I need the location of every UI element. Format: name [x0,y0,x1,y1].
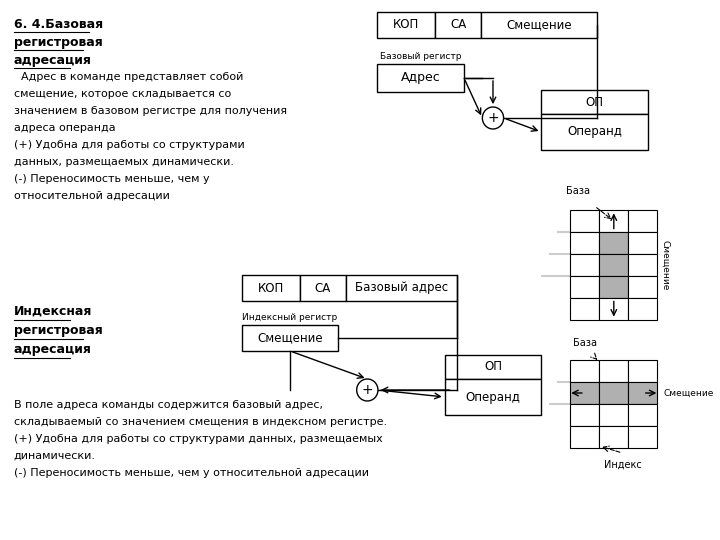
Bar [377,64,464,92]
Text: Индексная: Индексная [14,305,92,318]
Text: КОП: КОП [258,281,284,294]
Bar [570,210,599,232]
Bar [445,355,541,379]
Text: регистровая: регистровая [14,36,102,49]
Bar [570,404,599,426]
Circle shape [482,107,503,129]
Bar [629,360,657,382]
Text: Смещение: Смещение [507,18,572,31]
Bar [570,254,599,276]
Text: База: База [573,338,598,348]
Bar [445,379,541,415]
Text: Базовый адрес: Базовый адрес [355,281,448,294]
Bar [599,360,629,382]
Text: значением в базовом регистре для получения: значением в базовом регистре для получен… [14,106,287,116]
Bar [435,12,482,38]
Bar [629,276,657,298]
Bar [629,232,657,254]
Bar [570,276,599,298]
Bar [346,275,457,301]
Text: регистровая: регистровая [14,324,102,337]
Bar [570,232,599,254]
Bar [629,426,657,448]
Text: адреса операнда: адреса операнда [14,123,115,133]
Bar [599,254,629,276]
Text: Индекс: Индекс [603,460,642,470]
Bar [599,232,629,254]
Bar [570,360,599,382]
Bar [242,275,300,301]
Bar [599,298,629,320]
Text: складываемый со значением смещения в индексном регистре.: складываемый со значением смещения в инд… [14,417,387,427]
Text: Смещение: Смещение [663,388,714,397]
Text: СА: СА [315,281,331,294]
Bar [570,382,599,404]
Text: 6. 4.Базовая: 6. 4.Базовая [14,18,103,31]
Bar [629,254,657,276]
Text: ОП: ОП [585,96,603,109]
Text: СА: СА [450,18,467,31]
Text: КОП: КОП [393,18,419,31]
Text: динамически.: динамически. [14,451,96,461]
Bar [629,382,657,404]
Text: База: База [566,186,590,196]
Text: (+) Удобна для работы со структурами: (+) Удобна для работы со структурами [14,140,244,150]
Bar [599,210,629,232]
Text: Смещение: Смещение [257,332,323,345]
Bar [570,426,599,448]
Text: (-) Переносимость меньше, чем у: (-) Переносимость меньше, чем у [14,174,209,184]
Text: +: + [487,111,499,125]
Text: адресация: адресация [14,343,91,356]
Bar [541,90,648,114]
Text: (+) Удобна для работы со структурами данных, размещаемых: (+) Удобна для работы со структурами дан… [14,434,382,444]
Text: +: + [361,383,373,397]
Bar [377,12,435,38]
Bar [541,114,648,150]
Text: Адрес в команде представляет собой: Адрес в команде представляет собой [14,72,243,82]
Bar [300,275,346,301]
Bar [570,298,599,320]
Text: относительной адресации: относительной адресации [14,191,169,201]
Circle shape [356,379,378,401]
Bar [482,12,598,38]
Bar [599,426,629,448]
Bar [629,210,657,232]
Text: (-) Переносимость меньше, чем у относительной адресации: (-) Переносимость меньше, чем у относите… [14,468,369,478]
Text: Адрес: Адрес [400,71,441,84]
Text: ОП: ОП [484,361,502,374]
Text: адресация: адресация [14,54,91,67]
Text: Смещение: Смещение [661,240,670,290]
Text: Операнд: Операнд [466,390,521,403]
Bar [599,382,629,404]
Bar [242,325,338,351]
Bar [599,404,629,426]
Text: В поле адреса команды содержится базовый адрес,: В поле адреса команды содержится базовый… [14,400,323,410]
Text: данных, размещаемых динамически.: данных, размещаемых динамически. [14,157,233,167]
Text: Базовый регистр: Базовый регистр [379,52,462,61]
Bar [629,298,657,320]
Bar [629,404,657,426]
Text: Операнд: Операнд [567,125,622,138]
Text: смещение, которое складывается со: смещение, которое складывается со [14,89,231,99]
Bar [599,276,629,298]
Text: Индексный регистр: Индексный регистр [243,313,338,322]
